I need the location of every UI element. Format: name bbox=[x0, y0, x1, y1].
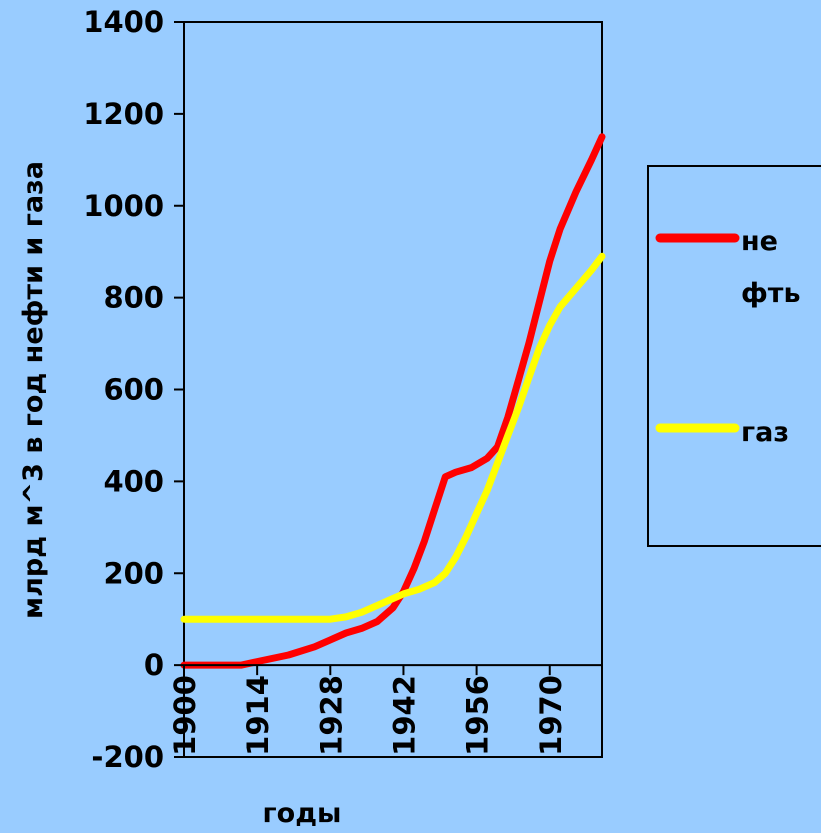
series-line-oil bbox=[180, 133, 606, 669]
series-layer bbox=[180, 133, 606, 669]
y-axis-label: млрд м^3 в год нефти и газа bbox=[18, 161, 49, 619]
x-tick-label: 1942 bbox=[387, 675, 421, 756]
plot-area bbox=[183, 21, 603, 758]
y-tick-label: 1400 bbox=[83, 5, 164, 39]
x-tick-label: 1956 bbox=[461, 675, 495, 756]
y-tick-label: 800 bbox=[103, 281, 164, 315]
legend: не фть газ bbox=[647, 165, 821, 547]
x-tick-label: 1970 bbox=[534, 675, 568, 756]
y-tick-label: 600 bbox=[103, 373, 164, 407]
x-tick-label: 1928 bbox=[314, 675, 348, 756]
y-tick-label: 400 bbox=[103, 464, 164, 498]
x-tick-label: 1900 bbox=[168, 675, 202, 756]
series-line-gas bbox=[180, 252, 606, 623]
x-axis-label: годы bbox=[263, 798, 342, 829]
x-tick-label: 1914 bbox=[241, 675, 275, 756]
y-tick-label: 1000 bbox=[83, 189, 164, 223]
y-tick-label: 200 bbox=[103, 556, 164, 590]
plot-frame bbox=[183, 21, 603, 758]
legend-label-oil: не фть bbox=[741, 226, 801, 309]
legend-label-gas: газ bbox=[741, 417, 789, 448]
y-tick-label: -200 bbox=[91, 740, 164, 774]
legend-box bbox=[647, 165, 821, 547]
y-tick-label: 1200 bbox=[83, 97, 164, 131]
y-tick-label: 0 bbox=[144, 648, 164, 682]
